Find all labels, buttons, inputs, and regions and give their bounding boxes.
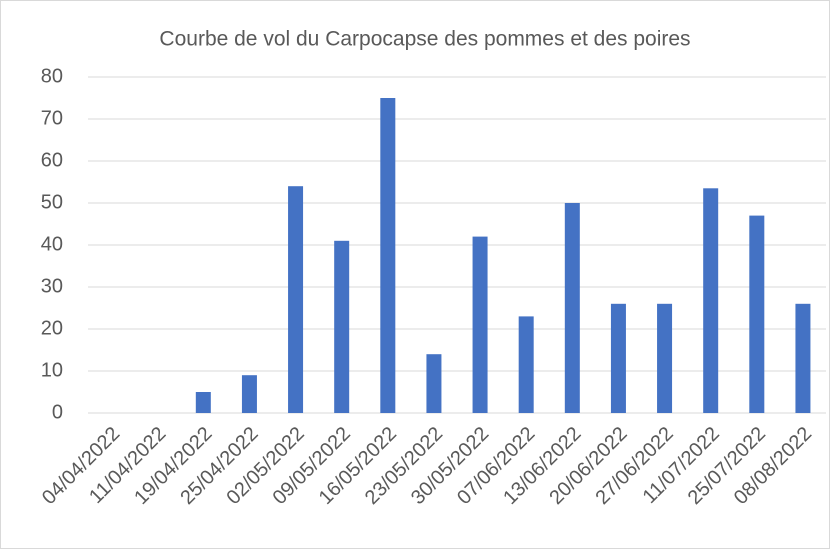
bar <box>703 188 719 413</box>
bar <box>288 186 304 413</box>
bar <box>426 354 442 413</box>
bar <box>195 392 211 413</box>
bar <box>795 303 811 413</box>
y-tick-label: 40 <box>41 233 63 255</box>
y-tick-label: 80 <box>41 65 63 87</box>
bar <box>749 215 765 413</box>
y-tick-label: 50 <box>41 191 63 213</box>
bar <box>241 375 257 413</box>
bar <box>380 98 396 413</box>
bar <box>610 303 626 413</box>
chart-title: Courbe de vol du Carpocapse des pommes e… <box>159 28 690 51</box>
bar <box>518 316 534 413</box>
bar <box>657 303 673 413</box>
y-tick-label: 10 <box>41 359 63 381</box>
bar <box>564 203 580 413</box>
bar <box>472 236 488 413</box>
y-tick-label: 30 <box>41 275 63 297</box>
bar <box>334 240 350 413</box>
y-tick-label: 0 <box>52 401 63 423</box>
y-tick-label: 20 <box>41 317 63 339</box>
y-tick-label: 60 <box>41 149 63 171</box>
y-tick-label: 70 <box>41 107 63 129</box>
